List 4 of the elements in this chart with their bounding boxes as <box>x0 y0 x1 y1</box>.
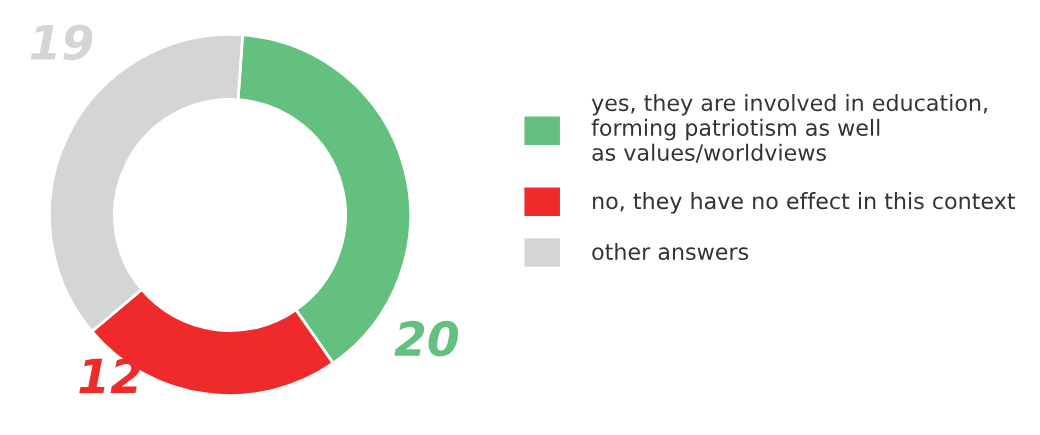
legend-label: other answers <box>592 242 749 261</box>
legend-label: yes, they are involved in education, forming patriotism as well as values/worldviews <box>591 93 987 163</box>
legend-label: no, they have no effect in this context <box>593 192 1016 214</box>
data-label: 20 <box>394 320 459 357</box>
